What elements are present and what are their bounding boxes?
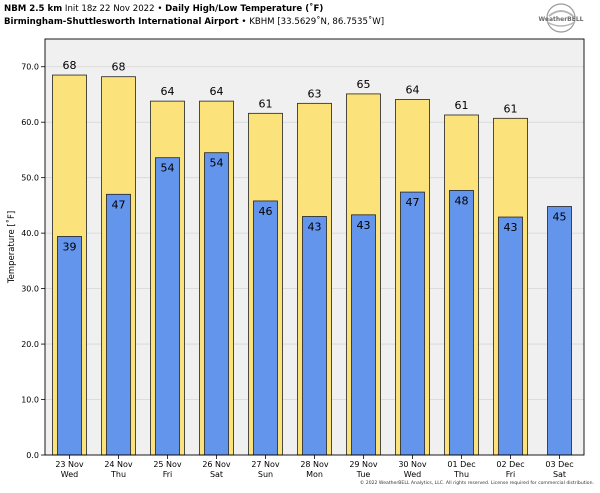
low-value-label: 54 bbox=[161, 162, 175, 175]
low-value-label: 46 bbox=[259, 205, 273, 218]
high-value-label: 61 bbox=[259, 97, 273, 110]
x-tick-label: 03 Dec bbox=[545, 460, 573, 469]
x-tick-label: 23 Nov bbox=[55, 460, 84, 469]
x-tick-label: 02 Dec bbox=[496, 460, 524, 469]
x-tick-label: 28 Nov bbox=[300, 460, 329, 469]
high-value-label: 64 bbox=[161, 85, 175, 98]
init-time: Init 18z 22 Nov 2022 bbox=[64, 4, 155, 14]
x-tick-label: 29 Nov bbox=[349, 460, 378, 469]
low-value-label: 54 bbox=[210, 157, 224, 170]
high-value-label: 68 bbox=[112, 61, 126, 74]
x-tick-label: Fri bbox=[506, 470, 516, 479]
y-tick-label: 70.0 bbox=[21, 63, 39, 72]
low-value-label: 45 bbox=[553, 211, 567, 224]
x-tick-label: 24 Nov bbox=[104, 460, 133, 469]
low-bar bbox=[155, 157, 180, 456]
x-tick-label: Sat bbox=[210, 470, 223, 479]
high-value-label: 65 bbox=[357, 78, 371, 91]
plot-frame bbox=[44, 38, 585, 456]
low-bar bbox=[547, 206, 572, 456]
weatherbell-logo: WeatherBELL bbox=[538, 3, 584, 33]
header-line-2: Birmingham-Shuttlesworth International A… bbox=[4, 16, 534, 29]
separator-dot: • bbox=[157, 4, 163, 14]
low-bar bbox=[400, 191, 425, 456]
low-bar bbox=[57, 236, 82, 456]
low-bar bbox=[253, 200, 278, 456]
y-axis-label: Temperature [˚F] bbox=[6, 211, 17, 284]
high-value-label: 64 bbox=[210, 85, 224, 98]
y-tick-label: 50.0 bbox=[21, 174, 39, 183]
y-tick-label: 60.0 bbox=[21, 118, 39, 127]
low-value-label: 43 bbox=[504, 221, 518, 234]
low-value-label: 47 bbox=[112, 198, 126, 211]
y-tick-label: 40.0 bbox=[21, 229, 39, 238]
low-value-label: 39 bbox=[63, 240, 77, 253]
low-bar bbox=[302, 216, 327, 456]
low-value-label: 47 bbox=[406, 196, 420, 209]
station-info: KBHM [33.5629˚N, 86.7535˚W] bbox=[249, 17, 385, 27]
copyright-notice: © 2022 WeatherBELL Analytics, LLC. All r… bbox=[359, 481, 594, 486]
high-value-label: 61 bbox=[455, 99, 469, 112]
y-tick-label: 30.0 bbox=[21, 285, 39, 294]
high-value-label: 63 bbox=[308, 87, 322, 100]
header-line-1: NBM 2.5 km Init 18z 22 Nov 2022 • Daily … bbox=[4, 3, 534, 16]
x-tick-label: 30 Nov bbox=[398, 460, 427, 469]
location-name: Birmingham-Shuttlesworth International A… bbox=[4, 17, 239, 27]
y-tick-label: 0.0 bbox=[26, 451, 39, 460]
high-value-label: 68 bbox=[63, 59, 77, 72]
low-bar bbox=[351, 214, 376, 456]
logo-text: WeatherBELL bbox=[538, 16, 583, 23]
y-tick-label: 10.0 bbox=[21, 396, 39, 405]
low-value-label: 43 bbox=[357, 219, 371, 232]
low-value-label: 43 bbox=[308, 220, 322, 233]
low-bar bbox=[204, 152, 229, 456]
x-tick-label: 25 Nov bbox=[153, 460, 182, 469]
low-bar bbox=[498, 216, 523, 456]
x-tick-label: Wed bbox=[404, 470, 421, 479]
high-value-label: 64 bbox=[406, 83, 420, 96]
x-tick-label: Thu bbox=[453, 470, 469, 479]
x-tick-label: 26 Nov bbox=[202, 460, 231, 469]
x-tick-label: Mon bbox=[306, 470, 323, 479]
model-name: NBM 2.5 km bbox=[4, 4, 63, 14]
y-tick-label: 20.0 bbox=[21, 340, 39, 349]
high-value-label: 61 bbox=[504, 102, 518, 115]
low-value-label: 48 bbox=[455, 194, 469, 207]
separator-dot: • bbox=[241, 17, 247, 27]
x-tick-label: Tue bbox=[356, 470, 371, 479]
x-tick-label: 01 Dec bbox=[447, 460, 475, 469]
low-bar bbox=[106, 193, 131, 456]
chart-header: NBM 2.5 km Init 18z 22 Nov 2022 • Daily … bbox=[4, 3, 534, 29]
x-tick-label: Wed bbox=[61, 470, 78, 479]
product-name: Daily High/Low Temperature (˚F) bbox=[165, 4, 324, 14]
x-tick-label: Fri bbox=[163, 470, 173, 479]
x-tick-label: Sun bbox=[258, 470, 273, 479]
x-tick-label: Thu bbox=[110, 470, 126, 479]
x-tick-label: 27 Nov bbox=[251, 460, 280, 469]
x-tick-label: Sat bbox=[553, 470, 566, 479]
low-bar bbox=[449, 190, 474, 456]
